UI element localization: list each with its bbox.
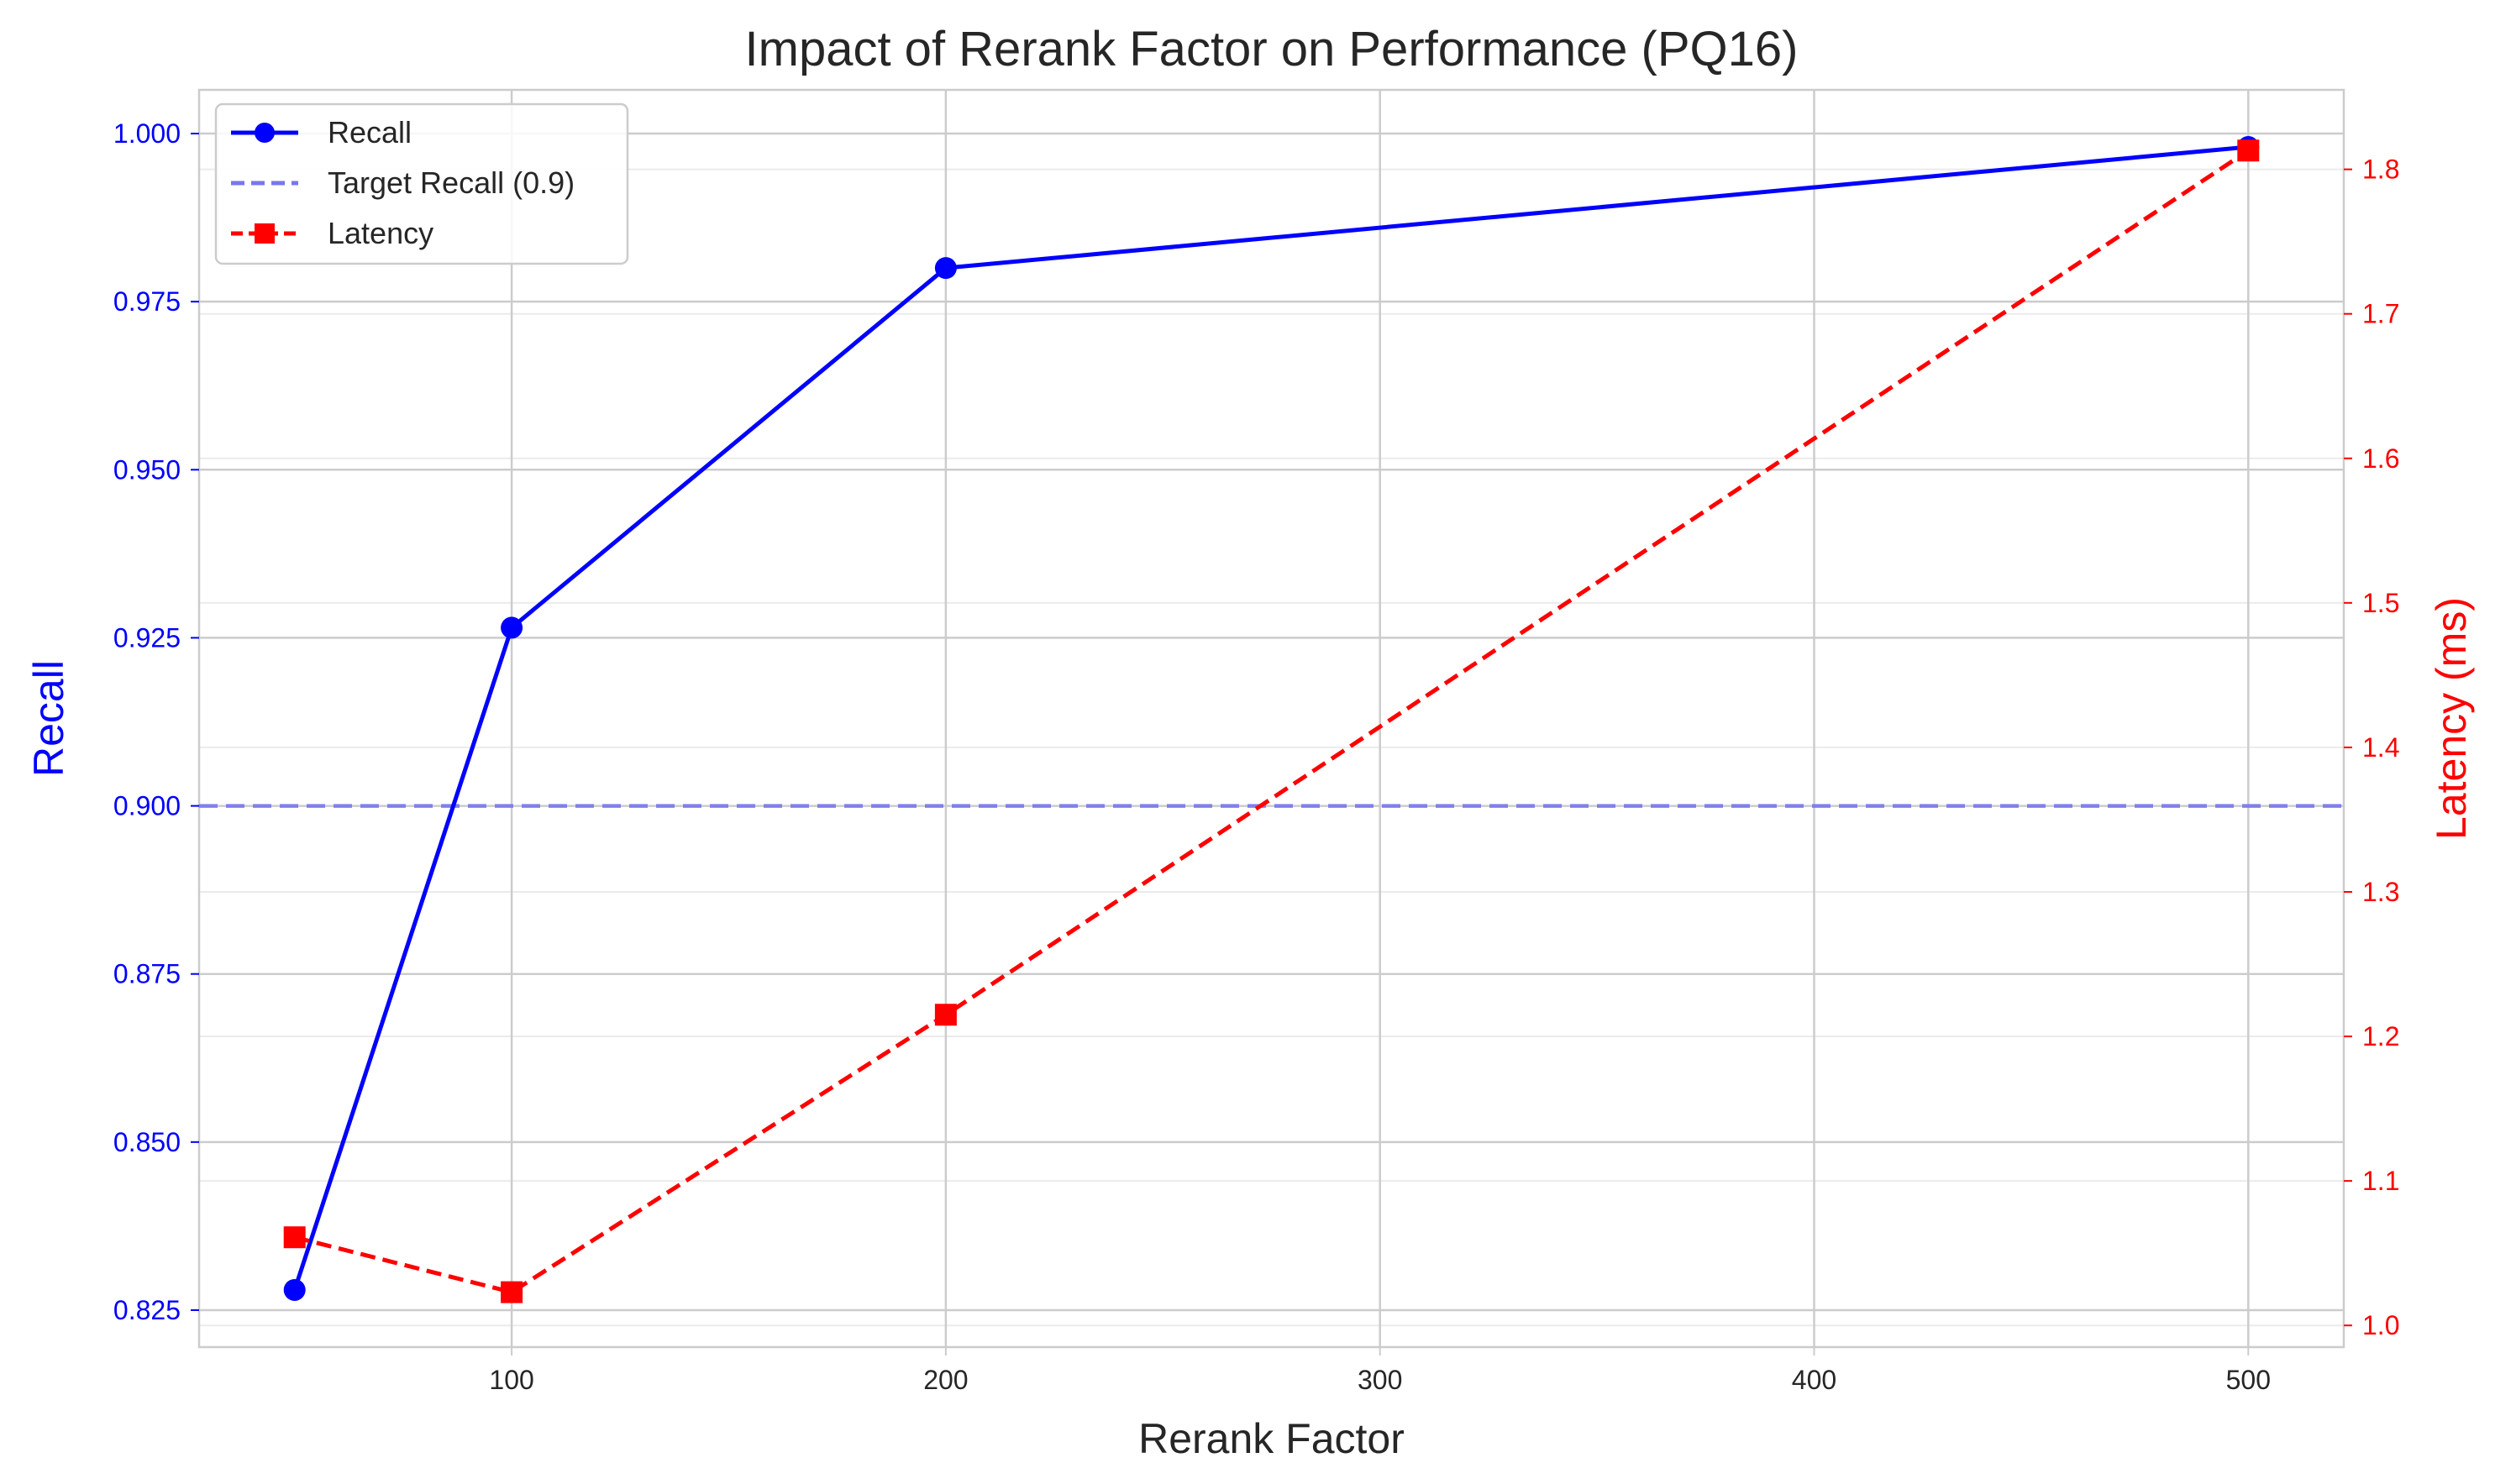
series-line-recall	[292, 144, 2249, 1291]
x-tick-label-0: 100	[489, 1365, 533, 1395]
legend: Recall Target Recall (0.9) Latency	[214, 102, 629, 265]
x-tick-label-3: 400	[1792, 1365, 1836, 1395]
point-recall-0	[283, 1278, 306, 1301]
y-right-tick-label-4: 1.4	[2362, 732, 2399, 763]
y-left-tick-label-4: 0.925	[113, 622, 181, 653]
y-right-tick-label-3: 1.3	[2362, 877, 2399, 907]
plot-frame	[197, 88, 2345, 1349]
y-right-tick-label-2: 1.2	[2362, 1021, 2399, 1051]
y-left-tick-label-1: 0.850	[113, 1127, 181, 1157]
legend-label-1: Target Recall (0.9)	[328, 165, 575, 200]
y-left-axis-label: Recall	[25, 660, 72, 777]
point-latency-2	[934, 1004, 957, 1026]
y-right-axis-label: Latency (ms)	[2428, 597, 2475, 840]
y-left-tick-label-3: 0.900	[113, 791, 181, 821]
point-recall-2	[934, 257, 957, 280]
series-line-latency	[294, 149, 2250, 1295]
y-right-tick-label-0: 1.0	[2362, 1310, 2399, 1340]
y-right-tick-label-8: 1.8	[2362, 155, 2399, 185]
legend-marker-0	[255, 123, 275, 143]
y-right-tick-label-5: 1.5	[2362, 588, 2399, 618]
plot-area	[199, 90, 2344, 1347]
y-left-tick-label-5: 0.950	[113, 454, 181, 485]
chart-title: Impact of Rerank Factor on Performance (…	[745, 22, 1799, 76]
y-right-tick-label-7: 1.7	[2362, 299, 2399, 329]
point-latency-0	[283, 1226, 306, 1249]
x-tick-label-4: 500	[2226, 1365, 2271, 1395]
y-left-tick-label-2: 0.875	[113, 959, 181, 989]
y-right-tick-label-1: 1.1	[2362, 1166, 2399, 1196]
y-left-tick-label-7: 1.000	[113, 118, 181, 149]
x-axis-label: Rerank Factor	[1138, 1415, 1405, 1462]
y-left-tick-label-0: 0.825	[113, 1295, 181, 1325]
legend-label-0: Recall	[328, 115, 412, 149]
legend-label-2: Latency	[328, 216, 433, 250]
x-tick-label-1: 200	[923, 1365, 968, 1395]
y-left-tick-label-6: 0.975	[113, 286, 181, 317]
x-tick-label-2: 300	[1358, 1365, 1402, 1395]
legend-marker-2	[255, 223, 275, 244]
y-right-tick-label-6: 1.6	[2362, 443, 2399, 474]
legend-box	[214, 102, 629, 265]
point-latency-1	[501, 1281, 523, 1303]
point-latency-3	[2237, 139, 2260, 162]
point-recall-1	[501, 616, 523, 639]
